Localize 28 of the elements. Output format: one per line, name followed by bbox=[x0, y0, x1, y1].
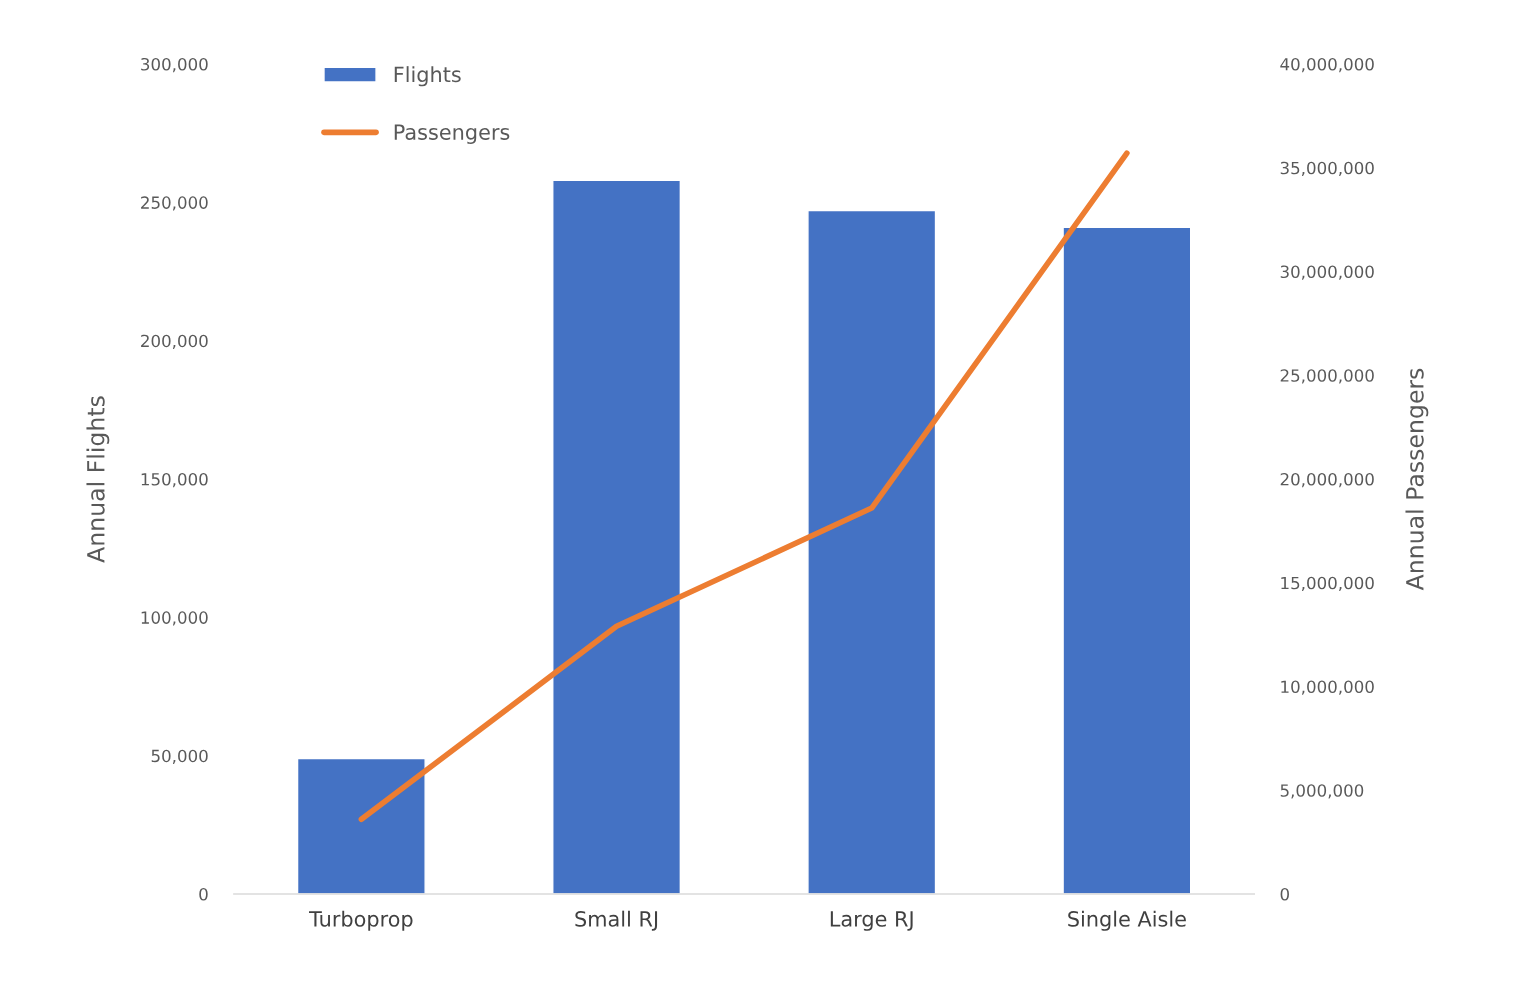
y2-tick-label: 40,000,000 bbox=[1280, 57, 1374, 73]
y-tick-label: 0 bbox=[199, 887, 208, 901]
y-axis-title: Annual Flights bbox=[86, 396, 110, 563]
y-tick-label: 50,000 bbox=[151, 749, 208, 764]
y2-tick-label: 0 bbox=[1280, 887, 1289, 901]
bar bbox=[296, 757, 426, 894]
x-tick-label: Large RJ bbox=[830, 911, 913, 931]
bar bbox=[1062, 226, 1192, 894]
x-tick-label: Turboprop bbox=[309, 910, 413, 931]
y2-tick-label: 15,000,000 bbox=[1281, 576, 1374, 592]
y2-tick-label: 10,000,000 bbox=[1281, 680, 1374, 695]
y2-axis-title: Annual Passengers bbox=[1405, 368, 1429, 591]
y2-tick-label: 5,000,000 bbox=[1280, 784, 1364, 799]
bar bbox=[807, 209, 937, 894]
x-tick-label: Small RJ bbox=[575, 910, 658, 931]
y-tick-label: 250,000 bbox=[141, 196, 208, 211]
legend-label: Passengers bbox=[394, 124, 510, 144]
bar bbox=[552, 179, 682, 894]
y2-tick-label: 35,000,000 bbox=[1280, 161, 1374, 177]
y-tick-label: 300,000 bbox=[141, 57, 208, 73]
x-tick-label: Single Aisle bbox=[1068, 910, 1186, 931]
y2-tick-label: 20,000,000 bbox=[1280, 472, 1374, 488]
legend-label: Flights bbox=[394, 66, 461, 87]
y-tick-label: 200,000 bbox=[141, 334, 208, 349]
y-tick-label: 100,000 bbox=[141, 611, 208, 626]
y2-tick-label: 30,000,000 bbox=[1280, 265, 1374, 280]
y-tick-label: 150,000 bbox=[141, 472, 208, 488]
y2-tick-label: 25,000,000 bbox=[1280, 369, 1374, 384]
